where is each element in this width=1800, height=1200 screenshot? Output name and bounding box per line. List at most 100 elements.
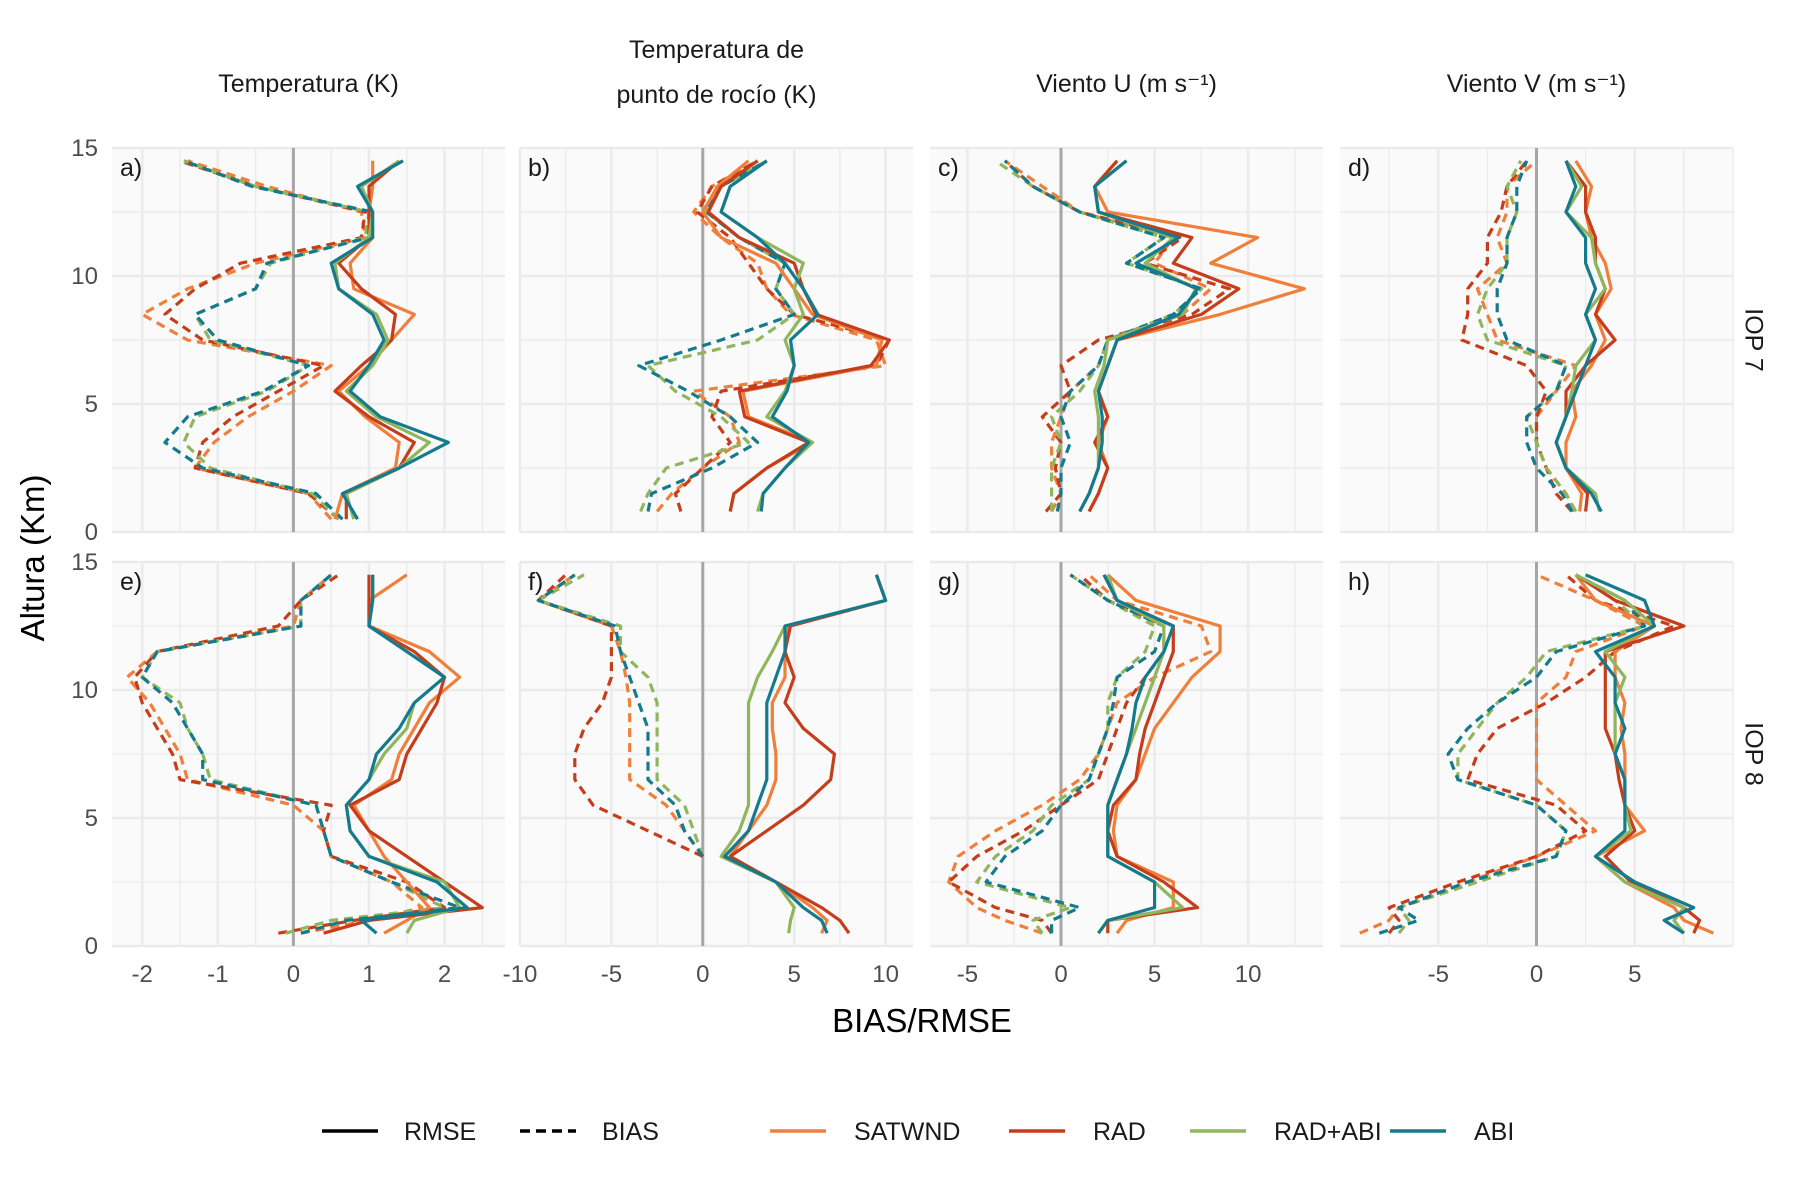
series-line-rmse-abi: [719, 159, 820, 512]
series-line-bias-satwnd: [655, 159, 888, 513]
series-line-bias-rad: [1003, 159, 1231, 513]
series-line-bias-abi: [140, 573, 462, 935]
x-tick-label: 0: [1054, 961, 1067, 988]
x-axis-title: BIAS/RMSE: [832, 1002, 1012, 1039]
strip-label-row-2: IOP 8: [1739, 722, 1767, 785]
column-title-2-line-1: Temperatura de: [629, 36, 804, 64]
series-group: [1460, 159, 1617, 513]
strip-label-row-1: IOP 7: [1739, 308, 1767, 371]
y-tick-label: 0: [85, 519, 98, 546]
series-line-rmse-rad: [706, 159, 891, 512]
x-tick-label: 5: [788, 961, 801, 988]
series-line-rmse-abi: [1078, 159, 1200, 513]
series-line-rmse-satwnd: [1106, 573, 1222, 935]
series-line-rmse-abi: [329, 159, 450, 521]
series-line-rmse-abi: [344, 574, 469, 935]
series-line-bias-abi: [1378, 573, 1647, 935]
series-line-rmse-abi: [1554, 160, 1603, 513]
legend-label-rmse: RMSE: [404, 1118, 476, 1146]
y-tick-label: 5: [85, 805, 98, 832]
series-line-bias-rad-abi: [182, 159, 371, 521]
series-line-rmse-rad: [728, 574, 888, 935]
series-line-bias-satwnd: [1359, 573, 1647, 935]
legend-label-rad: RAD: [1093, 1118, 1146, 1146]
series-line-bias-rad: [133, 573, 447, 935]
column-title-2-line-2: punto de rocío (K): [616, 81, 816, 109]
legend: RMSE BIAS SATWND RAD RAD+ABI ABI: [322, 1118, 1514, 1146]
panel-label: h): [1348, 568, 1370, 596]
x-tick-label: -5: [1428, 961, 1449, 988]
panel-b: b): [518, 146, 913, 534]
series-line-rmse-abi: [1584, 573, 1696, 935]
series-group: [637, 159, 891, 513]
panel-e: e) 0 5 10 15 -2 -1 0 1 2: [71, 549, 505, 988]
column-title-4-line-1: Viento V (m s⁻¹): [1447, 70, 1626, 98]
series-line-rmse-rad: [323, 574, 484, 935]
series-group: [125, 573, 484, 935]
series-line-bias-rad-abi: [536, 573, 705, 857]
y-axis-title: Altura (Km): [14, 475, 51, 642]
series-group: [947, 573, 1222, 935]
series-group: [140, 159, 450, 521]
column-titles: Temperatura (K) Temperatura de punto de ro…: [218, 36, 1626, 109]
x-tick-label: 5: [1148, 961, 1161, 988]
panel-label: f): [528, 568, 543, 596]
panel-h: h) -5 0 5: [1340, 560, 1734, 988]
x-tick-label: 0: [287, 961, 300, 988]
y-tick-label: 5: [85, 391, 98, 418]
series-line-rmse-satwnd: [1574, 573, 1714, 935]
panel-f: f) -10 -5 0 5 10: [503, 560, 913, 988]
x-tick-label: 10: [1235, 961, 1262, 988]
panel-label: e): [120, 568, 142, 596]
panel-label: b): [528, 154, 550, 182]
legend-label-satwnd: SATWND: [854, 1118, 960, 1146]
panel-label: c): [938, 154, 959, 182]
series-line-bias-satwnd: [140, 159, 367, 521]
panel-d: d): [1340, 146, 1734, 534]
series-line-bias-abi: [1495, 160, 1574, 513]
y-tick-label: 15: [71, 135, 98, 162]
panel-c: c): [930, 146, 1323, 534]
x-tick-label: 0: [696, 961, 709, 988]
panel-label: a): [120, 154, 142, 182]
y-tick-label: 0: [85, 933, 98, 960]
series-line-bias-rad-abi: [1397, 573, 1647, 935]
panel-a: a) 0 5 10 15: [71, 135, 505, 546]
series-line-bias-abi: [637, 159, 796, 512]
x-tick-label: 1: [362, 961, 375, 988]
x-tick-label: -1: [207, 961, 228, 988]
series-group: [536, 573, 888, 935]
y-tick-label: 15: [71, 549, 98, 576]
y-tick-label: 10: [71, 677, 98, 704]
series-line-rmse-abi: [1097, 574, 1175, 935]
panel-label: d): [1348, 154, 1370, 182]
legend-label-bias: BIAS: [602, 1118, 659, 1146]
series-line-bias-abi: [1003, 159, 1203, 512]
series-group: [994, 159, 1306, 513]
column-title-3-line-1: Viento U (m s⁻¹): [1036, 70, 1217, 98]
x-tick-label: 2: [438, 961, 451, 988]
series-line-bias-rad-abi: [1475, 160, 1578, 513]
series-line-rmse-rad: [1102, 574, 1200, 934]
series-line-bias-rad: [536, 573, 704, 858]
x-tick-label: 5: [1628, 961, 1641, 988]
series-line-rmse-satwnd: [352, 573, 462, 935]
legend-label-rad-abi: RAD+ABI: [1274, 1118, 1382, 1146]
panel-g: g) -5 0 5 10: [930, 560, 1323, 988]
x-tick-label: -5: [957, 961, 978, 988]
panel-label: g): [938, 568, 960, 596]
series-line-bias-rad: [163, 159, 367, 521]
series-group: [1359, 573, 1714, 935]
column-title-1-line-1: Temperatura (K): [218, 70, 399, 98]
series-line-rmse-rad: [333, 159, 416, 520]
series-line-rmse-rad-abi: [719, 574, 888, 934]
x-tick-label: 10: [872, 961, 899, 988]
x-tick-label: -5: [601, 961, 622, 988]
series-line-rmse-abi: [723, 574, 888, 934]
x-tick-label: 0: [1530, 961, 1543, 988]
series-line-bias-abi: [984, 573, 1166, 934]
row-strip-labels: IOP 7 IOP 8: [1739, 308, 1767, 785]
y-tick-label: 10: [71, 263, 98, 290]
